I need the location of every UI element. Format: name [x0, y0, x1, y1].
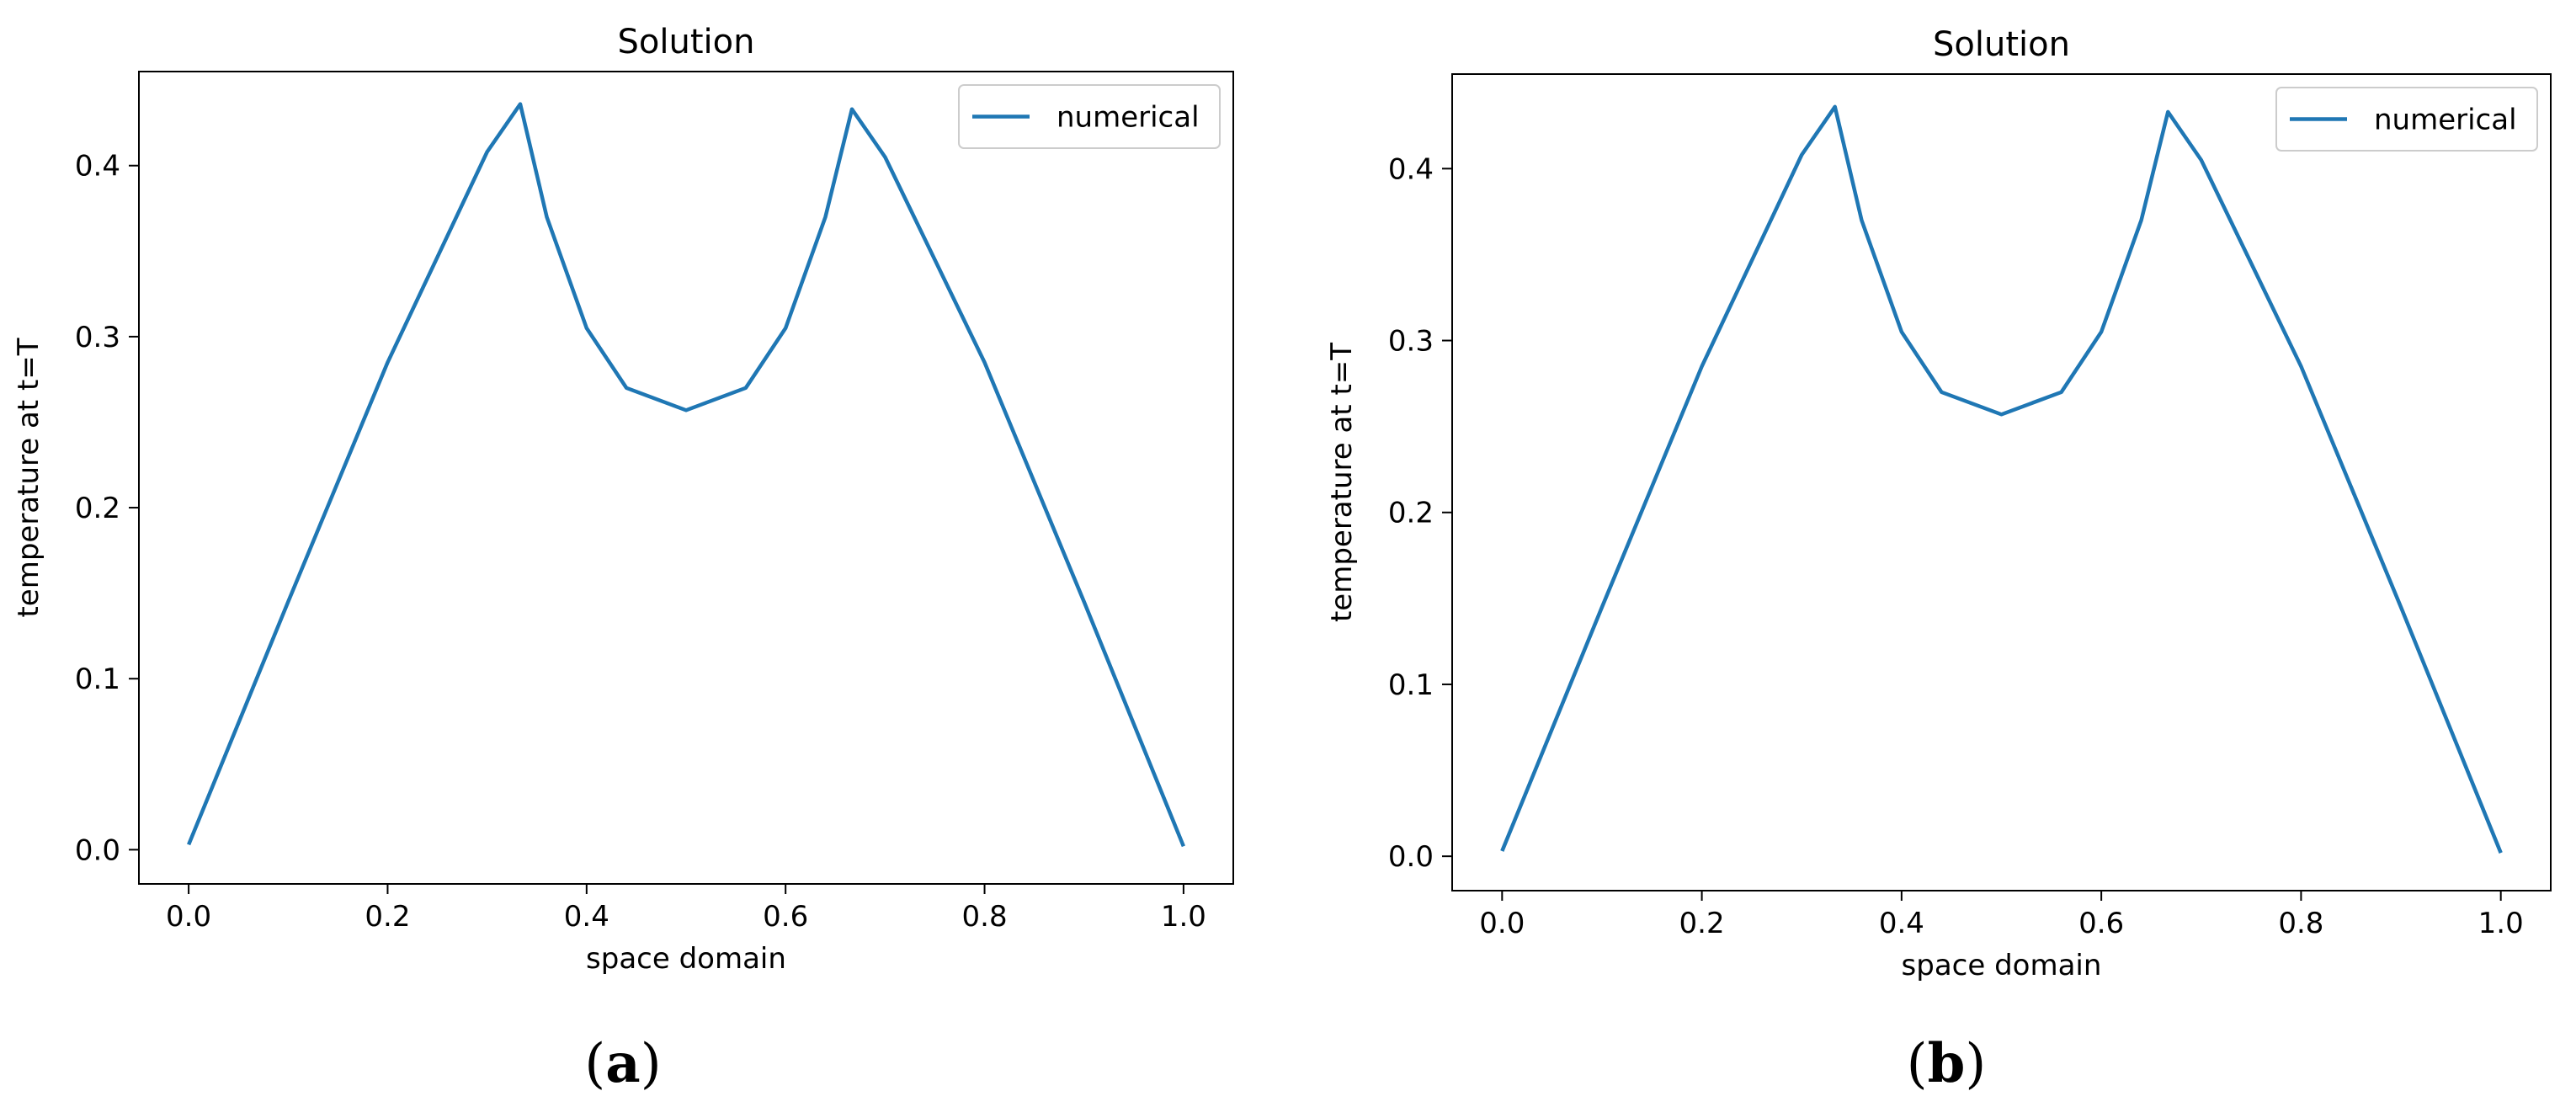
y-tick-label: 0.2 — [1388, 497, 1434, 530]
x-tick-label: 0.6 — [2078, 907, 2124, 940]
x-tick-label: 0.2 — [1679, 907, 1725, 940]
panel-letter: a — [605, 1032, 640, 1095]
y-tick-label: 0.4 — [75, 150, 120, 184]
y-tick-label: 0.0 — [1388, 840, 1434, 874]
y-axis-label: temperature at t=T — [1325, 343, 1359, 622]
x-tick-label: 0.0 — [166, 900, 211, 934]
panel-a: Solution 0.0 0.2 0.4 0.6 0.8 1.0 0.0 0.1 0.2 0.3 0.… — [12, 23, 1234, 1095]
x-tick-label: 0.8 — [2278, 907, 2323, 940]
legend: numerical — [958, 84, 1221, 149]
chart-title: Solution — [1933, 25, 2070, 64]
x-tick-label: 1.0 — [1161, 900, 1206, 934]
chart-title: Solution — [618, 23, 755, 61]
legend-label: numerical — [2374, 104, 2517, 137]
panel-b: Solution 0.0 0.2 0.4 0.6 0.8 1.0 0.0 0.1 0.2 0.3 0.… — [1325, 25, 2552, 1095]
legend-box — [2275, 87, 2538, 152]
series-line-numerical — [1500, 104, 2503, 854]
y-tick-label: 0.1 — [75, 663, 120, 696]
panel-letter: b — [1928, 1032, 1966, 1095]
x-tick-label: 0.2 — [365, 900, 410, 934]
y-axis-label: temperature at t=T — [12, 338, 45, 617]
plot-frame — [1451, 73, 2552, 891]
panel-label: (a) — [584, 1032, 661, 1095]
x-axis-label: space domain — [586, 942, 786, 976]
y-tick-label: 0.4 — [1388, 152, 1434, 186]
y-tick-label: 0.1 — [1388, 668, 1434, 702]
y-tick-label: 0.2 — [75, 492, 120, 525]
legend-label: numerical — [1056, 101, 1200, 135]
panel-label: (b) — [1907, 1032, 1987, 1095]
y-tick-label: 0.3 — [75, 321, 120, 354]
x-tick-label: 1.0 — [2478, 907, 2524, 940]
x-tick-label: 0.4 — [564, 900, 609, 934]
plot-frame — [138, 71, 1234, 885]
x-tick-label: 0.0 — [1479, 907, 1525, 940]
y-tick-label: 0.3 — [1388, 325, 1434, 359]
series-line-numerical — [187, 102, 1185, 848]
x-tick-label: 0.8 — [962, 900, 1008, 934]
x-axis-label: space domain — [1902, 949, 2102, 982]
legend-box — [958, 84, 1221, 149]
x-tick-label: 0.6 — [763, 900, 808, 934]
y-tick-label: 0.0 — [75, 833, 120, 867]
x-tick-label: 0.4 — [1879, 907, 1924, 940]
legend: numerical — [2275, 87, 2538, 152]
